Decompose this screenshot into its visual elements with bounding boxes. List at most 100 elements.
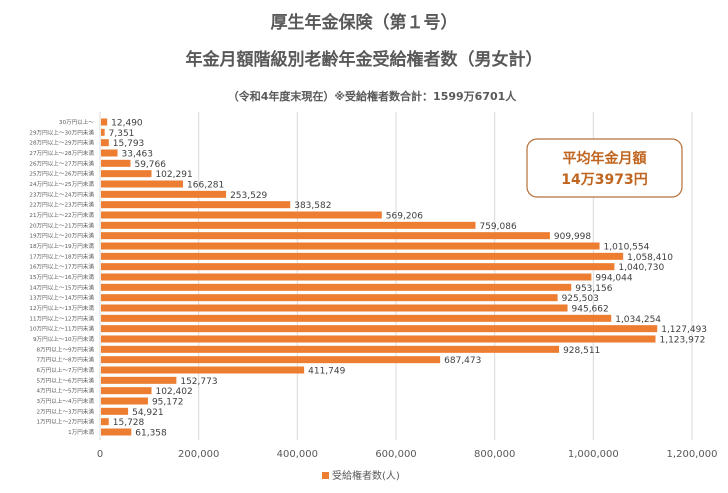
category-label: 20万円以上〜21万円未満 (29, 221, 94, 229)
category-label: 17万円以上〜18万円未満 (29, 252, 94, 260)
bar (101, 139, 109, 147)
bar (101, 387, 152, 395)
data-label: 411,749 (308, 367, 345, 377)
category-label: 29万円以上〜30万円未満 (29, 128, 94, 136)
bar (101, 232, 550, 240)
data-label: 15,793 (113, 139, 145, 149)
data-label: 1,040,730 (618, 263, 664, 273)
data-label: 102,402 (156, 387, 193, 397)
category-label: 22万円以上〜23万円未満 (29, 201, 94, 209)
bar (101, 335, 656, 343)
bar (101, 294, 558, 302)
category-label: 25万円以上〜26万円未満 (29, 170, 94, 178)
category-label: 16万円以上〜17万円未満 (29, 263, 94, 271)
data-label: 253,529 (230, 191, 267, 201)
callout-line2: 14万3973円 (561, 172, 647, 188)
category-label: 12万円以上〜13万円未満 (29, 304, 94, 312)
category-label: 2万円以上〜3万円未満 (37, 407, 95, 415)
data-label: 7,351 (109, 129, 135, 139)
bar (101, 252, 624, 260)
category-label: 13万円以上〜14万円未満 (29, 294, 94, 302)
category-label: 5万円以上〜6万円未満 (37, 376, 95, 384)
bar (101, 366, 305, 374)
category-label: 3万円以上〜4万円未満 (37, 397, 95, 405)
category-label: 15万円以上〜16万円未満 (29, 273, 94, 281)
category-label: 9万円以上〜10万円未満 (33, 335, 94, 343)
category-label: 11万円以上〜12万円未満 (29, 314, 94, 322)
data-label: 1,010,554 (604, 243, 650, 253)
data-label: 12,490 (111, 119, 143, 129)
bar (101, 304, 568, 312)
chart-note: （令和4年度末現在）※受給権者数合計：1599万6701人 (228, 89, 518, 103)
bar (101, 180, 184, 188)
x-tick-label: 800,000 (474, 449, 515, 460)
category-label: 18万円以上〜19万円未満 (29, 242, 94, 250)
data-label: 569,206 (386, 212, 423, 222)
category-label: 1万円未満 (68, 428, 94, 436)
category-label: 7万円以上〜8万円未満 (37, 356, 95, 364)
bar (101, 407, 129, 415)
bar (101, 201, 291, 209)
x-tick-label: 1,000,000 (568, 449, 619, 460)
category-label: 10万円以上〜11万円未満 (29, 325, 94, 333)
category-label: 14万円以上〜15万円未満 (29, 283, 94, 291)
data-label: 33,463 (122, 150, 154, 160)
callout-box: 平均年金月額 14万3973円 (526, 138, 683, 198)
bar (101, 159, 131, 167)
category-label: 8万円以上〜9万円未満 (37, 345, 95, 353)
chart-subtitle: 年金月額階級別老齢年金受給権者数（男女計） (186, 49, 543, 70)
legend: 受給権者数(人) (322, 469, 400, 482)
data-label: 102,291 (155, 170, 192, 180)
data-label: 759,086 (479, 222, 516, 232)
data-label: 1,123,972 (659, 336, 705, 346)
data-label: 925,503 (562, 294, 599, 304)
data-label: 15,728 (113, 418, 145, 428)
legend-swatch (322, 472, 329, 479)
bar (101, 118, 108, 126)
data-label: 1,058,410 (627, 253, 673, 263)
bar (101, 325, 658, 333)
data-label: 59,766 (134, 160, 166, 170)
data-label: 152,773 (180, 377, 217, 387)
bar (101, 397, 148, 405)
bar (101, 283, 572, 291)
bar (101, 273, 592, 281)
bar (101, 221, 476, 229)
data-label: 61,358 (135, 429, 167, 439)
chart-title: 厚生年金保険（第１号） (271, 12, 458, 33)
bar (101, 263, 615, 271)
x-tick-label: 1,200,000 (667, 449, 718, 460)
x-tick-label: 0 (97, 449, 103, 460)
x-tick-label: 600,000 (375, 449, 416, 460)
category-label: 28万円以上〜29万円未満 (29, 139, 94, 147)
category-label: 27万円以上〜28万円未満 (29, 149, 94, 157)
category-label: 26万円以上〜27万円未満 (29, 159, 94, 167)
category-label: 1万円以上〜2万円未満 (37, 418, 95, 426)
callout-line1: 平均年金月額 (563, 150, 647, 167)
data-label: 687,473 (444, 356, 481, 366)
data-label: 994,044 (595, 274, 632, 284)
category-label: 21万円以上〜22万円未満 (29, 211, 94, 219)
bar (101, 149, 118, 157)
category-label: 19万円以上〜20万円未満 (29, 232, 94, 240)
bar (101, 242, 600, 250)
category-label: 30万円以上〜 (59, 118, 94, 126)
data-label: 383,582 (294, 201, 331, 211)
x-tick-label: 200,000 (178, 449, 219, 460)
bar (101, 190, 227, 198)
bar (101, 314, 612, 322)
bar (101, 128, 105, 136)
data-label: 1,034,254 (615, 315, 661, 325)
category-label: 23万円以上〜24万円未満 (29, 190, 94, 198)
bar (101, 428, 132, 436)
data-label: 95,172 (152, 398, 184, 408)
callout-border (526, 138, 683, 198)
legend-label: 受給権者数(人) (332, 469, 400, 482)
bar (101, 345, 560, 353)
category-label: 6万円以上〜7万円未満 (37, 366, 95, 374)
bar (101, 211, 382, 219)
category-label: 4万円以上〜5万円未満 (37, 387, 95, 395)
bar (101, 356, 441, 364)
category-label: 24万円以上〜25万円未満 (29, 180, 94, 188)
